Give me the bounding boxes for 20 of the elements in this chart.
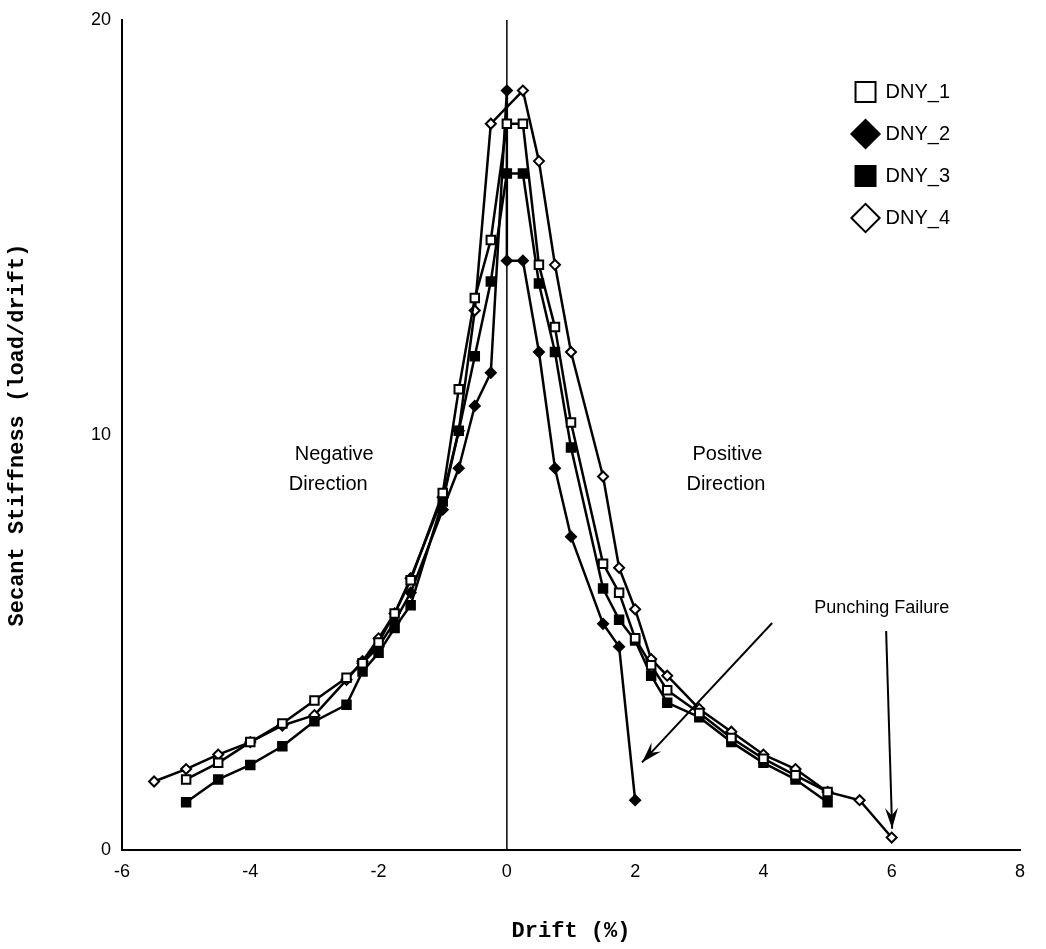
x-tick-label: -6 [113, 860, 131, 881]
annotation: Negative Direction [288, 441, 374, 494]
x-tick-label: 8 [1014, 860, 1026, 881]
x-tick-label: 0 [501, 860, 512, 881]
annotation: Punching Failure [814, 597, 950, 618]
legend-label: DNY_1 [885, 79, 951, 103]
x-tick-label: 6 [886, 860, 897, 881]
y-tick-label: 20 [90, 8, 111, 29]
y-tick-label: 0 [100, 838, 111, 859]
legend-label: DNY_3 [885, 163, 951, 187]
y-tick-label: 10 [90, 423, 111, 444]
legend-label: DNY_2 [885, 121, 951, 145]
annotation: Positive Direction [686, 441, 766, 494]
x-tick-label: -2 [370, 860, 387, 881]
x-tick-label: -4 [242, 860, 259, 881]
legend-label: DNY_4 [885, 205, 951, 229]
x-tick-label: 2 [630, 860, 641, 881]
x-axis-title: Drift (%) [511, 919, 631, 945]
x-tick-label: 4 [758, 860, 769, 881]
y-axis-title: Secant Stiffness (load/drift) [4, 243, 30, 627]
